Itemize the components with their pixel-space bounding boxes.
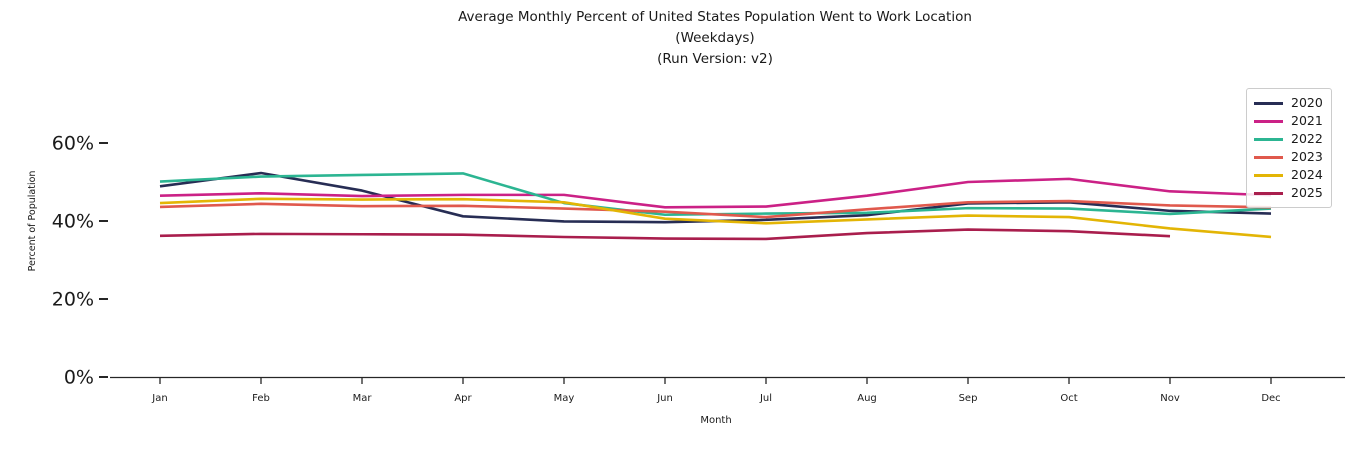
- x-tick-label: Jul: [759, 393, 772, 404]
- legend-swatch-2022: [1254, 137, 1283, 141]
- legend-swatch-2025: [1254, 191, 1283, 195]
- y-axis-title: Percent of Population: [27, 171, 38, 272]
- x-tick-label: Oct: [1060, 393, 1077, 404]
- legend-swatch-2023: [1254, 155, 1283, 159]
- chart-title: Average Monthly Percent of United States…: [458, 7, 972, 70]
- x-tick-label: Sep: [959, 393, 978, 404]
- legend-label: 2023: [1291, 149, 1323, 164]
- legend-label: 2022: [1291, 131, 1323, 146]
- legend-label: 2024: [1291, 167, 1323, 182]
- legend-label: 2020: [1291, 95, 1323, 110]
- legend: 2020 2021 2022 2023 2024 2025: [1246, 88, 1332, 208]
- x-tick-label: Jan: [151, 393, 167, 404]
- y-tick-label: 20%: [52, 289, 94, 311]
- x-tick-label: Feb: [252, 393, 270, 404]
- series-layer: [159, 171, 1272, 241]
- legend-item-2024: 2024: [1254, 166, 1323, 184]
- legend-item-2025: 2025: [1254, 184, 1323, 202]
- y-tick-label: 40%: [52, 211, 94, 233]
- x-tick-label: Dec: [1261, 393, 1280, 404]
- legend-swatch-2024: [1254, 173, 1283, 177]
- x-tick-label: Mar: [353, 393, 373, 404]
- x-tick-label: Aug: [857, 393, 877, 404]
- y-tick-label: 60%: [52, 133, 94, 155]
- legend-item-2020: 2020: [1254, 94, 1323, 112]
- legend-swatch-2020: [1254, 101, 1283, 105]
- x-tick-label: Nov: [1160, 393, 1180, 404]
- chart-title-line-2: (Weekdays): [675, 30, 755, 46]
- legend-label: 2021: [1291, 113, 1323, 128]
- chart-title-line-1: Average Monthly Percent of United States…: [458, 9, 972, 25]
- legend-item-2023: 2023: [1254, 148, 1323, 166]
- x-tick-label: May: [554, 393, 575, 404]
- legend-swatch-2021: [1254, 119, 1283, 123]
- legend-item-2021: 2021: [1254, 112, 1323, 130]
- legend-label: 2025: [1291, 185, 1323, 200]
- legend-item-2022: 2022: [1254, 130, 1323, 148]
- x-tick-label: Jun: [656, 393, 673, 404]
- x-tick-label: Apr: [454, 393, 472, 404]
- y-tick-label: 0%: [64, 367, 94, 389]
- series-line-2024: [159, 197, 1272, 239]
- series-line-2025: [159, 228, 1171, 241]
- chart-title-line-3: (Run Version: v2): [657, 51, 773, 67]
- series-line-2021: [159, 177, 1272, 209]
- series-line-2023: [159, 199, 1272, 219]
- x-axis-title: Month: [700, 415, 731, 426]
- axes-layer: Jan Feb Mar Apr May Jun Jul Aug Sep Oct Nov Dec 0% 20…: [52, 133, 1345, 404]
